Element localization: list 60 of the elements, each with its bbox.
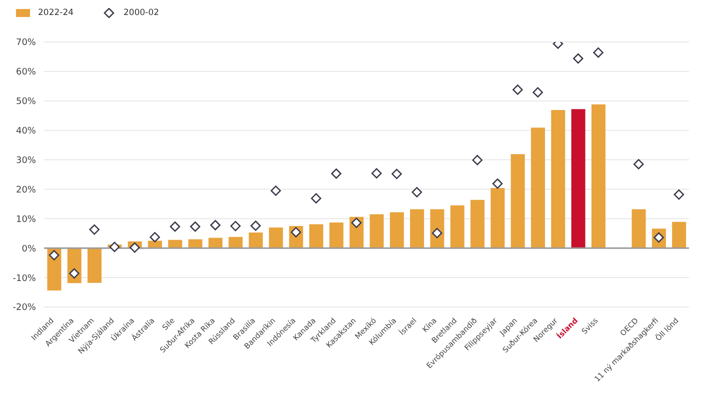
bar [591,104,606,248]
y-tick-label: 50% [16,97,36,108]
bar [309,224,324,248]
bar [490,188,505,248]
point [593,47,604,58]
point [170,221,180,232]
bar [329,222,344,248]
point [412,187,422,198]
bar [168,240,182,248]
y-tick-label: -10% [12,274,36,284]
point [472,154,483,166]
bar [551,110,566,248]
bar [88,248,102,283]
point [331,168,342,179]
point [210,220,220,230]
bar [370,214,384,248]
bar [672,222,686,248]
point [109,242,120,252]
point [674,189,684,200]
legend-label: 2000-02 [122,8,160,18]
bar [450,205,464,248]
y-tick-label: 0% [22,244,36,254]
point [130,242,140,253]
point [512,84,523,95]
bar [188,239,202,248]
point [250,220,261,231]
bar [268,228,283,248]
bar [390,212,404,248]
point [89,224,100,235]
bar [632,209,646,248]
point [150,232,160,242]
y-tick-label: 40% [16,126,36,137]
bar [228,236,243,248]
y-tick-label: 60% [16,68,36,78]
point [69,268,80,279]
y-tick-label: 20% [16,185,36,196]
point [633,159,644,170]
y-tick-label: -20% [12,303,36,314]
point [230,220,241,232]
bar [208,238,222,248]
y-tick-label: 10% [16,214,36,225]
bar [470,200,485,248]
point [492,178,503,189]
legend-label: 2022-24 [37,8,74,18]
point [310,193,322,204]
point [532,87,543,98]
y-tick-label: 70% [16,38,36,48]
point [371,168,382,178]
point [48,250,60,260]
bar [410,209,424,248]
point [270,186,281,196]
bar [530,128,545,248]
bar [571,109,586,248]
point [572,53,584,64]
y-tick-label: 30% [16,156,36,166]
point [351,218,362,228]
bar [248,232,263,248]
point [392,168,402,180]
bar [510,154,525,248]
point [190,221,200,232]
